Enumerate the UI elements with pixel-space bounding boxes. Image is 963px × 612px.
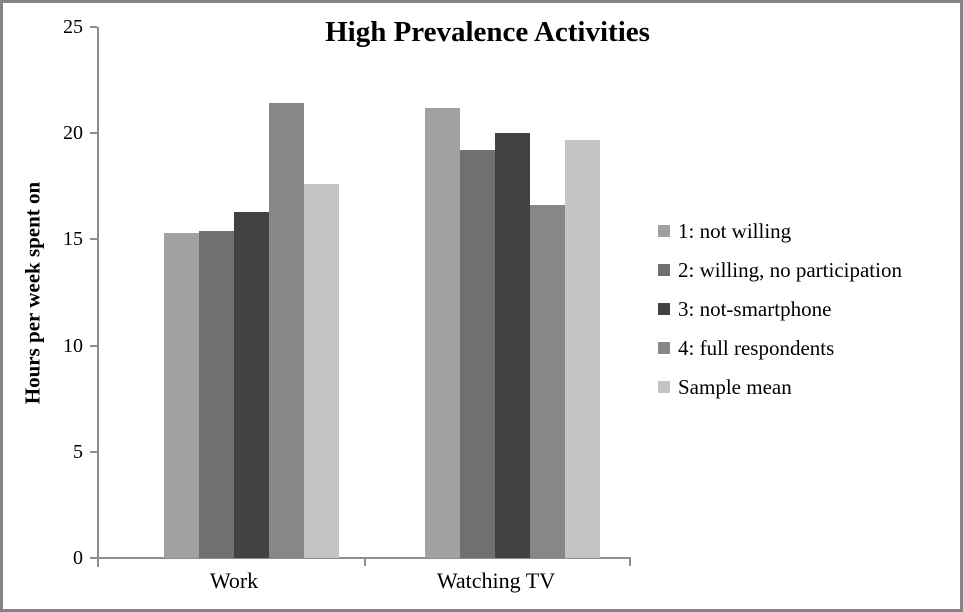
legend-item-1-not-willing: 1: not willing: [658, 219, 902, 243]
bar-work-4-full-respondents: [269, 103, 304, 558]
x-tick-2: [629, 557, 631, 566]
x-tick-1: [364, 557, 366, 566]
y-tick-0: [90, 557, 97, 559]
chart-title: High Prevalence Activities: [325, 16, 650, 48]
y-tick-15: [90, 238, 97, 241]
legend-label: 2: willing, no participation: [678, 258, 902, 282]
bar-work-3-not-smartphone: [234, 211, 269, 558]
legend-swatch-icon: [658, 342, 670, 354]
y-tick-5: [90, 450, 97, 453]
y-tick-20: [90, 132, 97, 135]
bar-watching-tv-4-full-respondents: [530, 205, 565, 558]
bar-watching-tv-sample-mean: [565, 139, 600, 558]
legend-swatch-icon: [658, 381, 670, 393]
bar-watching-tv-2-willing-no-participation: [460, 150, 495, 558]
legend-item-4-full-respondents: 4: full respondents: [658, 336, 902, 360]
bar-watching-tv-3-not-smartphone: [495, 133, 530, 558]
y-axis-line: [97, 27, 99, 567]
x-category-label-watching-tv: Watching TV: [436, 568, 556, 593]
bar-watching-tv-1-not-willing: [425, 107, 460, 558]
legend-swatch-icon: [658, 225, 670, 237]
legend-label: 4: full respondents: [678, 336, 835, 360]
y-tick-label-25: 25: [63, 16, 83, 38]
y-tick-label-0: 0: [73, 547, 83, 569]
legend-item-2-willing-no-participation: 2: willing, no participation: [658, 258, 902, 282]
bar-work-2-willing-no-participation: [199, 230, 234, 558]
y-tick-label-10: 10: [63, 334, 83, 357]
bar-work-sample-mean: [304, 184, 339, 558]
y-tick-label-20: 20: [63, 122, 83, 145]
bar-work-1-not-willing: [164, 233, 199, 558]
legend-label: 3: not-smartphone: [678, 297, 832, 321]
legend-item-sample-mean: Sample mean: [658, 375, 902, 399]
y-tick-label-15: 15: [63, 228, 83, 251]
y-tick-25: [90, 26, 97, 28]
legend-item-3-not-smartphone: 3: not-smartphone: [658, 297, 902, 321]
x-category-label-work: Work: [209, 568, 259, 593]
legend: 1: not willing 2: willing, no participati…: [658, 219, 902, 414]
y-tick-10: [90, 344, 97, 347]
plot-area: 0 5 10 15 20 25 Work Watching TV: [63, 16, 631, 593]
legend-label: Sample mean: [678, 375, 792, 399]
y-tick-label-5: 5: [73, 440, 83, 463]
legend-label: 1: not willing: [678, 219, 792, 243]
legend-swatch-icon: [658, 303, 670, 315]
y-axis-title: Hours per week spent on: [20, 181, 45, 405]
legend-swatch-icon: [658, 264, 670, 276]
